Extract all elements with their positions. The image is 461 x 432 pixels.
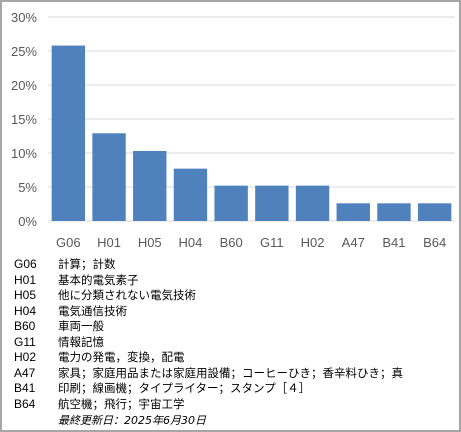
legend-code: B64 bbox=[14, 396, 36, 411]
x-tick-label: G06 bbox=[56, 235, 81, 250]
x-tick-label: H04 bbox=[179, 235, 203, 250]
x-tick-label: B60 bbox=[220, 235, 243, 250]
legend-row: H04 電気通信技術 bbox=[14, 304, 454, 320]
legend-description: 電気通信技術 bbox=[58, 303, 127, 318]
y-tick-label: 30% bbox=[11, 10, 37, 25]
bar-chart: 0% 5% 10% 15% 20% 25% 30% G06 H01 H05 H04 B60 G11 H02… bbox=[11, 10, 455, 250]
legend-code: G11 bbox=[14, 334, 36, 349]
last-updated-text: 最終更新日：2025年6月30日 bbox=[58, 414, 206, 427]
bar bbox=[255, 185, 289, 221]
legend-code: H02 bbox=[14, 350, 37, 364]
legend-code: H05 bbox=[14, 288, 37, 302]
legend-row: H05 他に分類されない電気技術 bbox=[14, 288, 454, 304]
legend-code: B60 bbox=[14, 319, 36, 333]
y-tick-label: 10% bbox=[11, 146, 37, 161]
x-tick-label: H01 bbox=[97, 235, 121, 250]
legend-description: 情報記憶 bbox=[58, 334, 104, 349]
y-tick-label: 15% bbox=[11, 112, 37, 127]
legend-row: H02 電力の発電，変換，配電 bbox=[14, 350, 454, 366]
bar bbox=[377, 203, 411, 221]
legend-description: 電力の発電，変換，配電 bbox=[58, 350, 185, 364]
bar bbox=[173, 168, 208, 221]
legend-row: B60 車両一般 bbox=[14, 319, 454, 335]
y-tick-label: 20% bbox=[11, 78, 37, 93]
legend-description: 車両一般 bbox=[58, 319, 104, 333]
legend-row: A47 家具；家庭用品または家庭用設備；コーヒーひき；香辛料ひき；真 bbox=[14, 366, 454, 382]
bar bbox=[214, 185, 248, 221]
legend-code: H04 bbox=[14, 303, 37, 318]
legend-row: G06 計算；計数 bbox=[14, 257, 454, 273]
legend-description: 他に分類されない電気技術 bbox=[58, 288, 196, 302]
bar bbox=[336, 203, 370, 221]
y-tick-label: 0% bbox=[18, 214, 37, 229]
legend-code: H01 bbox=[14, 272, 37, 287]
bar bbox=[51, 45, 86, 222]
legend-description: 計算；計数 bbox=[58, 257, 116, 271]
x-tick-label: H02 bbox=[301, 235, 325, 250]
bar bbox=[295, 185, 330, 221]
bar bbox=[417, 203, 452, 221]
legend-description: 航空機；飛行；宇宙工学 bbox=[58, 396, 185, 411]
legend-code: B41 bbox=[14, 381, 36, 395]
legend-row: G11 情報記憶 bbox=[14, 335, 454, 351]
legend-row: B41 印刷；線画機；タイプライター；スタンプ［４］ bbox=[14, 381, 454, 397]
bar bbox=[92, 133, 126, 221]
x-tick-label: H05 bbox=[138, 235, 162, 250]
legend-code: G06 bbox=[14, 257, 37, 271]
x-tick-label: B41 bbox=[382, 235, 405, 250]
ipc-legend: G06 計算；計数 H01 基本的電気素子 H05 他に分類されない電気技術 H… bbox=[14, 257, 454, 412]
legend-description: 印刷；線画機；タイプライター；スタンプ［４］ bbox=[58, 381, 311, 395]
y-tick-label: 5% bbox=[18, 180, 37, 195]
x-tick-label: A47 bbox=[342, 235, 365, 250]
y-tick-label: 25% bbox=[11, 44, 37, 59]
legend-row: B64 航空機；飛行；宇宙工学 bbox=[14, 397, 454, 413]
x-tick-label: B64 bbox=[423, 235, 446, 250]
legend-description: 家具；家庭用品または家庭用設備；コーヒーひき；香辛料ひき；真 bbox=[58, 365, 403, 380]
x-tick-label: G11 bbox=[260, 235, 284, 250]
legend-row: H01 基本的電気素子 bbox=[14, 273, 454, 289]
legend-description: 基本的電気素子 bbox=[58, 272, 139, 287]
bar bbox=[133, 150, 167, 221]
legend-code: A47 bbox=[14, 365, 36, 380]
